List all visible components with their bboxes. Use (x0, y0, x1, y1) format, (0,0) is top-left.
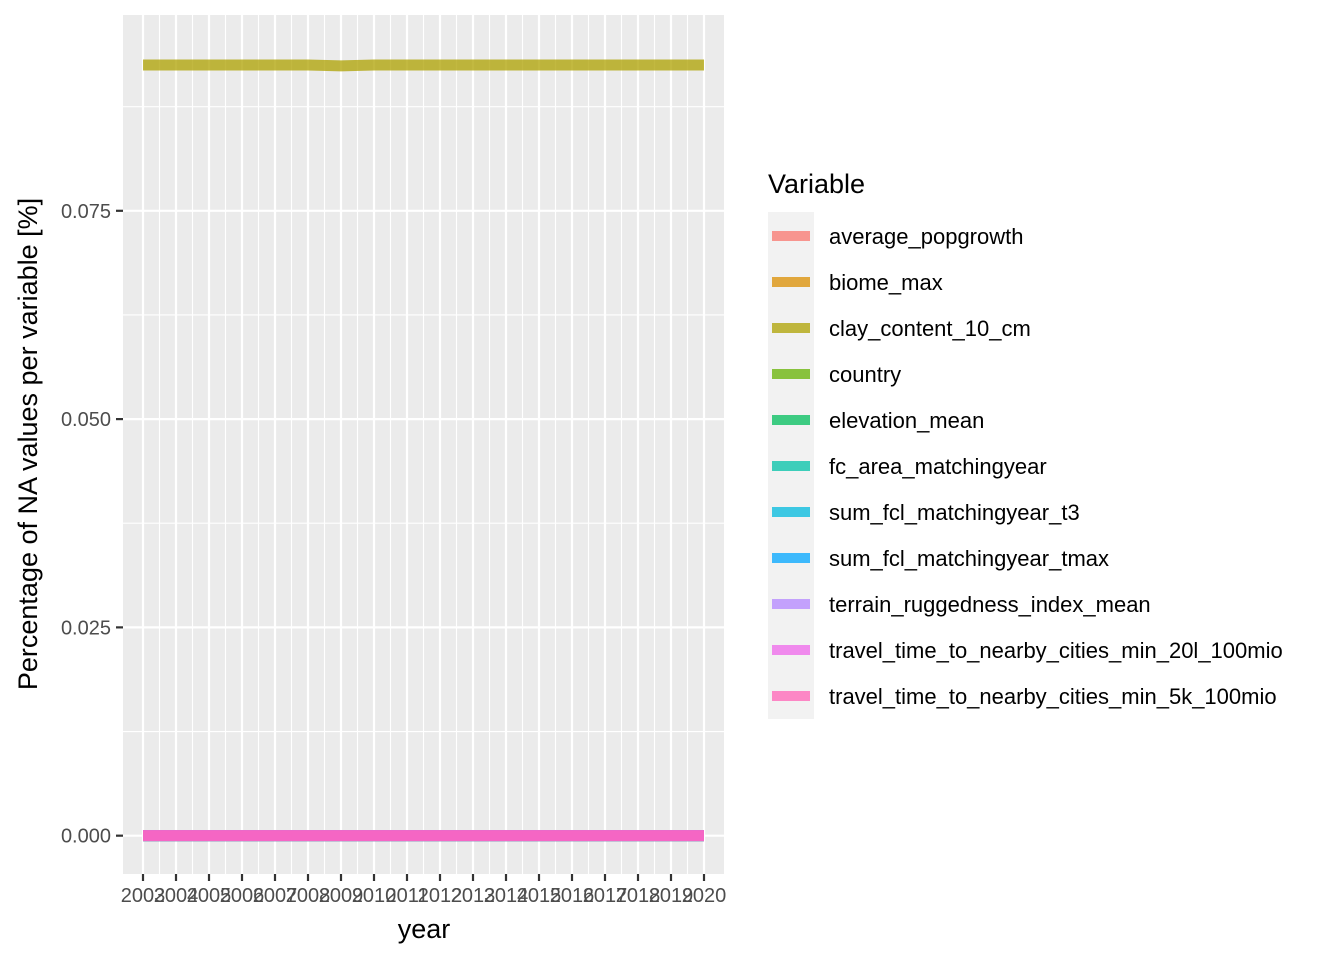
legend-label: biome_max (829, 270, 943, 295)
y-tick-label: 0.075 (61, 201, 111, 223)
legend-item: elevation_mean (772, 408, 984, 433)
legend-label: average_popgrowth (829, 224, 1023, 249)
legend-label: sum_fcl_matchingyear_t3 (829, 500, 1080, 525)
x-tick-label: 2015 (517, 885, 562, 907)
x-tick-label: 2003 (121, 885, 166, 907)
legend: Variable average_popgrowth biome_max clay_… (768, 169, 1283, 719)
x-tick-label: 2005 (187, 885, 232, 907)
x-tick-label: 2017 (583, 885, 628, 907)
x-tick-label: 2012 (418, 885, 463, 907)
x-tick-label: 2006 (220, 885, 265, 907)
y-tick-label: 0.050 (61, 409, 111, 431)
legend-item: travel_time_to_nearby_cities_min_5k_100m… (772, 684, 1277, 709)
x-tick-label: 2007 (253, 885, 298, 907)
x-tick-label: 2016 (550, 885, 595, 907)
legend-label: travel_time_to_nearby_cities_min_5k_100m… (829, 684, 1277, 709)
legend-label: fc_area_matchingyear (829, 454, 1047, 479)
legend-key-swatch (772, 323, 810, 333)
legend-key-swatch (772, 369, 810, 379)
legend-key-swatch (772, 461, 810, 471)
legend-title: Variable (768, 169, 865, 199)
legend-items: average_popgrowth biome_max clay_content_1… (772, 224, 1283, 709)
x-tick-label: 2018 (616, 885, 661, 907)
x-tick-label: 2020 (682, 885, 727, 907)
series-line-clay_content_10_cm (143, 59, 704, 72)
x-axis-title: year (398, 914, 451, 944)
y-tick-label: 0.025 (61, 617, 111, 639)
legend-item: terrain_ruggedness_index_mean (772, 592, 1151, 617)
legend-label: clay_content_10_cm (829, 316, 1031, 341)
x-tick-label: 2008 (286, 885, 331, 907)
legend-key-swatch (772, 231, 810, 241)
x-tick-label: 2019 (649, 885, 694, 907)
legend-key-swatch (772, 277, 810, 287)
legend-item: sum_fcl_matchingyear_tmax (772, 546, 1109, 571)
legend-key-swatch (772, 507, 810, 517)
x-tick-label: 2011 (385, 885, 428, 907)
legend-item: travel_time_to_nearby_cities_min_20l_100… (772, 638, 1283, 663)
legend-item: sum_fcl_matchingyear_t3 (772, 500, 1080, 525)
legend-key-swatch (772, 415, 810, 425)
x-tick-label: 2014 (484, 885, 529, 907)
legend-key-swatch (772, 691, 810, 701)
legend-item: fc_area_matchingyear (772, 454, 1047, 479)
x-tick-label: 2004 (154, 885, 199, 907)
x-tick-label: 2009 (319, 885, 364, 907)
legend-label: elevation_mean (829, 408, 984, 433)
legend-item: country (772, 362, 901, 387)
legend-label: terrain_ruggedness_index_mean (829, 592, 1151, 617)
legend-item: biome_max (772, 270, 943, 295)
legend-key-swatch (772, 645, 810, 655)
y-axis-title: Percentage of NA values per variable [%] (13, 198, 43, 690)
legend-key-swatch (772, 553, 810, 563)
y-axis: 0.000 0.025 0.050 0.075 (61, 201, 123, 848)
x-axis: 2003200420052006200720082009201020112012… (121, 874, 727, 907)
legend-label: country (829, 362, 901, 387)
legend-item: average_popgrowth (772, 224, 1023, 249)
legend-item: clay_content_10_cm (772, 316, 1031, 341)
x-tick-label: 2013 (451, 885, 496, 907)
x-tick-label: 2010 (352, 885, 397, 907)
legend-key-swatch (772, 599, 810, 609)
legend-label: travel_time_to_nearby_cities_min_20l_100… (829, 638, 1283, 663)
series-lines (143, 59, 704, 842)
y-tick-label: 0.000 (61, 826, 111, 848)
legend-label: sum_fcl_matchingyear_tmax (829, 546, 1109, 571)
